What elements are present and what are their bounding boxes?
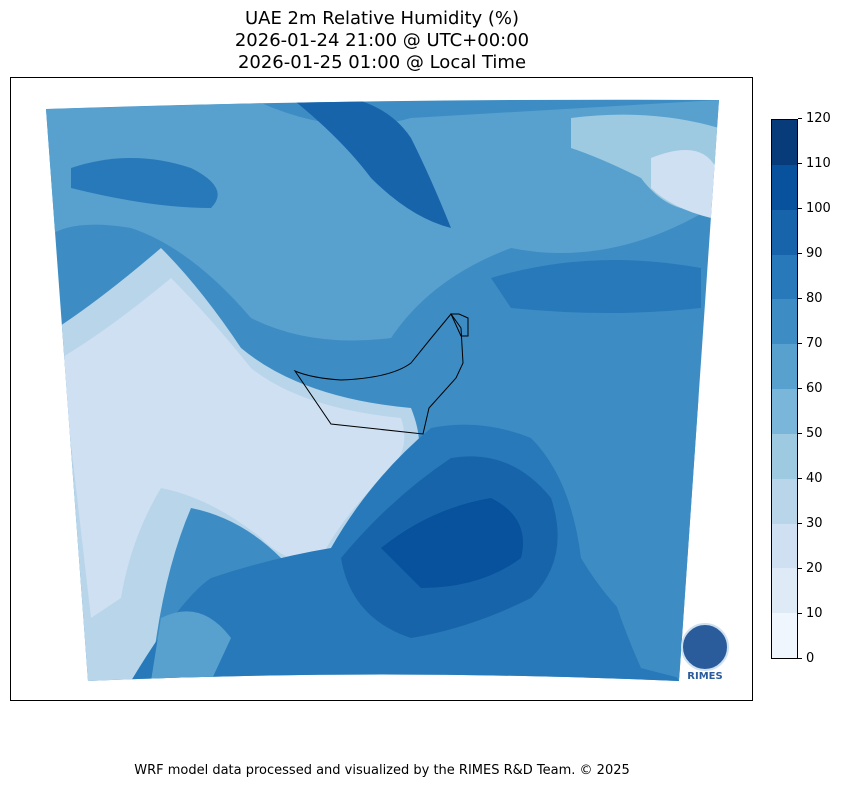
colorbar-tick: 60: [798, 382, 823, 396]
colorbar-bin: [772, 568, 797, 614]
colorbar-tick: 70: [798, 337, 823, 351]
colorbar-bin: [772, 523, 797, 569]
footer-credit: WRF model data processed and visualized …: [134, 763, 630, 778]
utc-time: 2026-01-24 21:00 @ UTC+00:00: [234, 30, 530, 51]
colorbar-bin: [772, 164, 797, 210]
colorbar-tick: 40: [798, 472, 823, 486]
colorbar-bin: [772, 209, 797, 255]
colorbar-tick: 80: [798, 292, 823, 306]
colorbar-tick: 50: [798, 427, 823, 441]
rimes-globe-icon: [681, 623, 729, 671]
chart-title: UAE 2m Relative Humidity (%): [244, 8, 520, 29]
colorbar-bin: [772, 613, 797, 658]
colorbar-tick: 10: [798, 607, 823, 621]
colorbar-tick: 30: [798, 517, 823, 531]
colorbar-bin: [772, 389, 797, 434]
colorbar-bin: [772, 299, 797, 345]
map-frame: RIMES: [10, 77, 753, 701]
colorbar-bin: [772, 254, 797, 300]
colorbar-bin: [772, 478, 797, 524]
colorbar-tick: 0: [798, 652, 814, 666]
oman-musandam-border: [450, 313, 469, 337]
colorbar-tick: 20: [798, 562, 823, 576]
colorbar-bin: [772, 344, 797, 390]
colorbar-bin: [772, 120, 797, 165]
field-north: [46, 100, 719, 341]
uae-border: [293, 313, 464, 435]
colorbar-bin: [772, 433, 797, 479]
humidity-map: [46, 99, 719, 681]
local-time: 2026-01-25 01:00 @ Local Time: [237, 52, 527, 73]
colorbar-tick: 100: [798, 202, 831, 216]
rimes-logo-text: RIMES: [687, 671, 723, 682]
colorbar-tick: 90: [798, 247, 823, 261]
colorbar: [771, 119, 798, 659]
rimes-logo: RIMES: [681, 623, 729, 688]
colorbar-tick: 120: [798, 112, 831, 126]
colorbar-tick: 110: [798, 157, 831, 171]
